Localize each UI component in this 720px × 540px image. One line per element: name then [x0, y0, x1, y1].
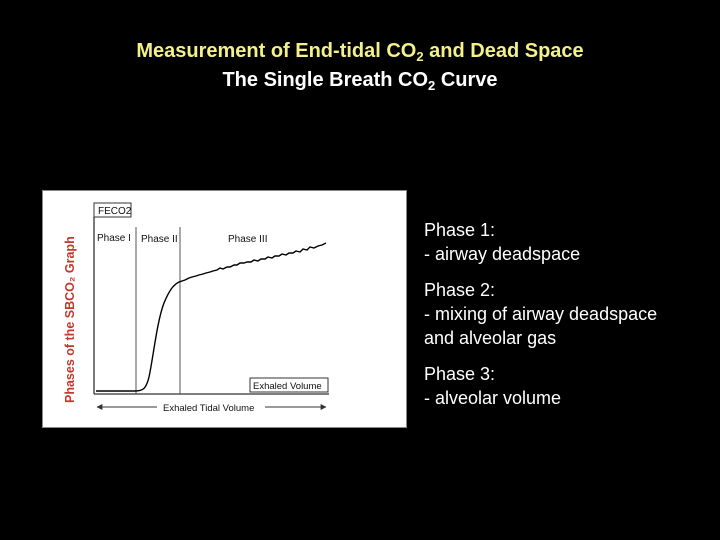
graph-side-label: Phases of the SBCO₂ Graph	[63, 236, 77, 403]
y-axis-label: FECO2	[98, 206, 132, 217]
tidal-volume-label-bg	[157, 400, 265, 414]
note-phase-3: Phase 3: - alveolar volume	[424, 362, 714, 410]
sbco2-graph: Phases of the SBCO₂ Graph FECO2 Phase I …	[63, 202, 329, 414]
note-phase-2: Phase 2: - mixing of airway deadspace an…	[424, 278, 714, 350]
note-line: - airway deadspace	[424, 244, 581, 264]
phase-label-2: Phase II	[141, 234, 178, 245]
slide-title-line-1: Measurement of End-tidal CO2 and Dead Sp…	[136, 40, 584, 64]
note-line: and alveolar gas	[424, 328, 557, 348]
note-heading: Phase 1:	[424, 220, 496, 240]
exhaled-volume-box	[249, 377, 329, 393]
note-line: - alveolar volume	[424, 388, 562, 408]
note-heading: Phase 3:	[424, 364, 496, 384]
note-line: - mixing of airway deadspace	[424, 304, 658, 324]
sbco2-graph-figure: Phases of the SBCO₂ Graph FECO2 Phase I …	[42, 190, 407, 428]
note-heading: Phase 2:	[424, 280, 496, 300]
phase-notes: Phase 1: - airway deadspace Phase 2: - m…	[424, 218, 714, 422]
sbco2-curve	[96, 242, 327, 392]
tidal-volume-label: Exhaled Tidal Volume	[163, 403, 254, 414]
phase-label-1: Phase I	[97, 233, 131, 244]
exhaled-volume-label: Exhaled Volume	[253, 381, 322, 392]
phase-label-3: Phase III	[228, 234, 267, 245]
note-phase-1: Phase 1: - airway deadspace	[424, 218, 714, 266]
y-axis-label-box	[93, 202, 132, 218]
slide-title-line-2: The Single Breath CO2 Curve	[222, 69, 498, 93]
